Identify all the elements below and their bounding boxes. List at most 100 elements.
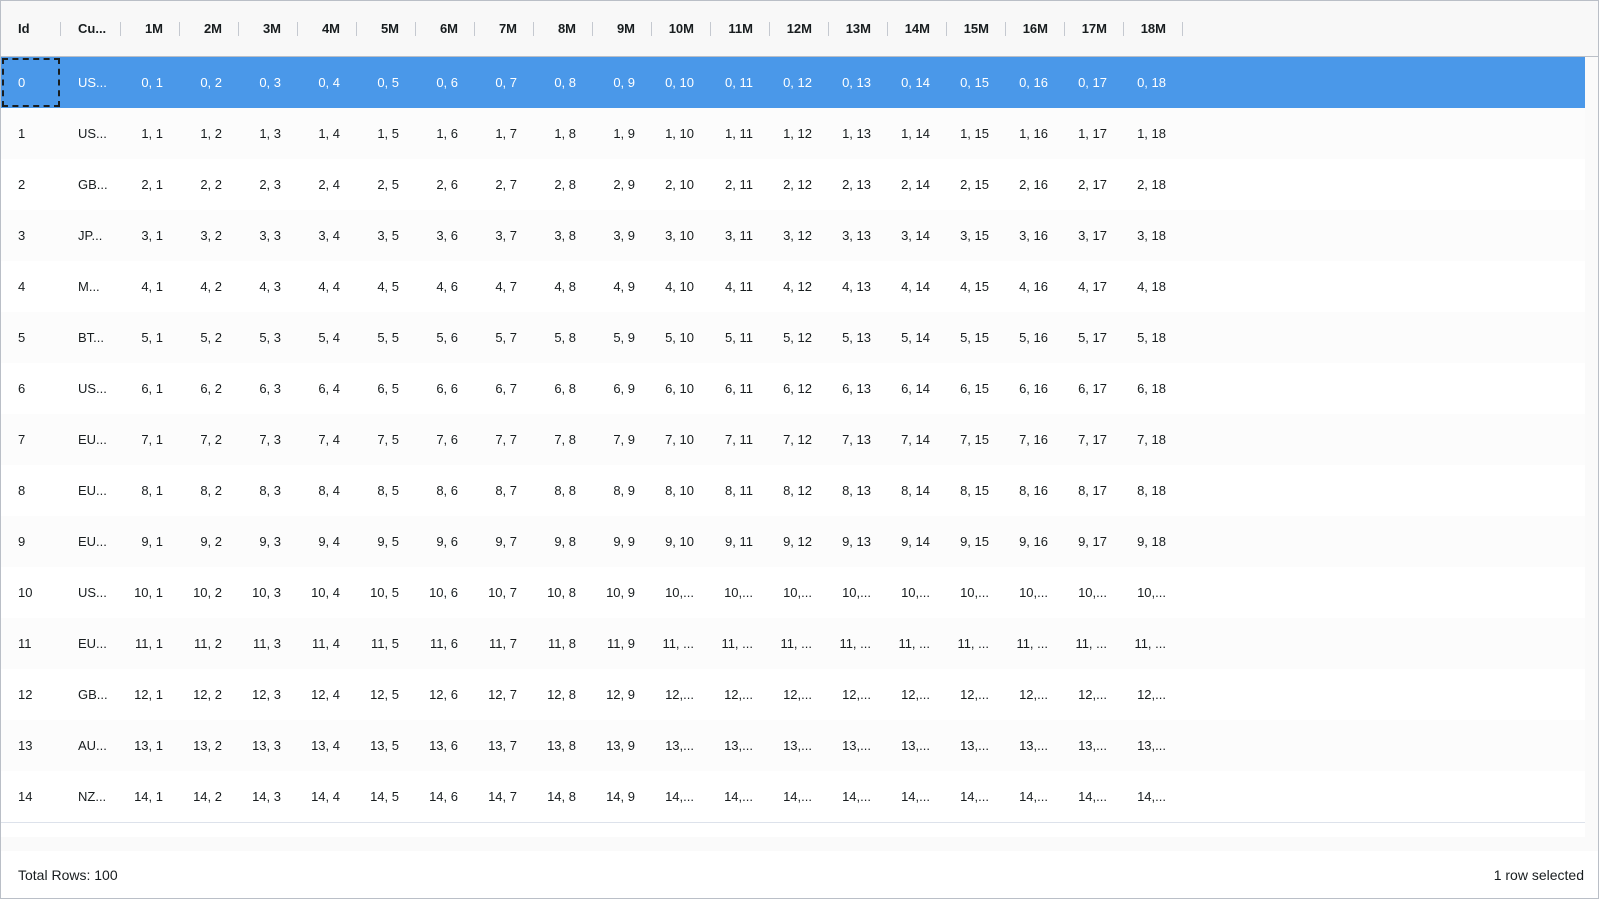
table-cell[interactable]: 2: [1, 159, 61, 210]
column-header[interactable]: 18M: [1124, 1, 1183, 56]
table-cell[interactable]: 5, 7: [475, 312, 534, 363]
table-cell[interactable]: 9, 3: [239, 516, 298, 567]
table-cell[interactable]: 7, 3: [239, 414, 298, 465]
table-cell[interactable]: 4, 10: [652, 261, 711, 312]
table-cell[interactable]: 0, 10: [652, 57, 711, 108]
table-cell[interactable]: 3, 18: [1124, 210, 1183, 261]
column-header[interactable]: 12M: [770, 1, 829, 56]
column-resize-handle[interactable]: [651, 22, 652, 36]
table-cell[interactable]: 2, 17: [1065, 159, 1124, 210]
table-cell[interactable]: AU...: [61, 720, 121, 771]
table-cell[interactable]: 6, 3: [239, 363, 298, 414]
table-row[interactable]: 8 EU... 8, 1 8, 2 8, 3 8, 4 8, 5 8, 6 8, 7 8, 8 8,…: [1, 465, 1585, 517]
table-cell[interactable]: 6, 7: [475, 363, 534, 414]
column-header[interactable]: 17M: [1065, 1, 1124, 56]
table-cell[interactable]: 3, 10: [652, 210, 711, 261]
column-resize-handle[interactable]: [238, 22, 239, 36]
table-cell[interactable]: 13,...: [770, 720, 829, 771]
table-cell[interactable]: 5, 8: [534, 312, 593, 363]
table-row[interactable]: 11 EU... 11, 1 11, 2 11, 3 11, 4 11, 5 11, 6 11,…: [1, 618, 1585, 670]
table-cell[interactable]: 6, 2: [180, 363, 239, 414]
table-cell[interactable]: 12, 7: [475, 669, 534, 720]
table-cell[interactable]: 5, 13: [829, 312, 888, 363]
table-cell[interactable]: 5, 11: [711, 312, 770, 363]
table-cell[interactable]: 10,...: [829, 567, 888, 618]
table-cell[interactable]: 6, 14: [888, 363, 947, 414]
table-row[interactable]: 6 US... 6, 1 6, 2 6, 3 6, 4 6, 5 6, 6 6, 7 6, 8 6,…: [1, 363, 1585, 415]
table-cell[interactable]: 4, 2: [180, 261, 239, 312]
table-cell[interactable]: 6: [1, 363, 61, 414]
table-cell[interactable]: 13,...: [947, 720, 1006, 771]
table-cell[interactable]: 13,...: [1065, 720, 1124, 771]
table-cell[interactable]: BT...: [61, 312, 121, 363]
column-header[interactable]: 11M: [711, 1, 770, 56]
table-cell[interactable]: 2, 2: [180, 159, 239, 210]
table-cell[interactable]: 12,...: [652, 669, 711, 720]
table-cell[interactable]: 10, 4: [298, 567, 357, 618]
column-header[interactable]: Id: [1, 1, 61, 56]
column-resize-handle[interactable]: [356, 22, 357, 36]
table-cell[interactable]: 5, 2: [180, 312, 239, 363]
table-cell[interactable]: 3, 5: [357, 210, 416, 261]
column-resize-handle[interactable]: [60, 22, 61, 36]
table-cell[interactable]: 9, 5: [357, 516, 416, 567]
table-cell[interactable]: 1, 2: [180, 108, 239, 159]
table-cell[interactable]: 3, 9: [593, 210, 652, 261]
table-cell[interactable]: 2, 13: [829, 159, 888, 210]
table-cell[interactable]: 8, 3: [239, 465, 298, 516]
column-header[interactable]: 6M: [416, 1, 475, 56]
table-cell[interactable]: 3, 6: [416, 210, 475, 261]
table-row[interactable]: 7 EU... 7, 1 7, 2 7, 3 7, 4 7, 5 7, 6 7, 7 7, 8 7,…: [1, 414, 1585, 466]
table-cell[interactable]: 7, 11: [711, 414, 770, 465]
table-cell[interactable]: 8, 12: [770, 465, 829, 516]
table-cell[interactable]: 7, 17: [1065, 414, 1124, 465]
table-cell[interactable]: 11, ...: [652, 618, 711, 669]
table-cell[interactable]: 8, 9: [593, 465, 652, 516]
table-cell[interactable]: 10, 9: [593, 567, 652, 618]
table-cell[interactable]: 4, 16: [1006, 261, 1065, 312]
table-cell[interactable]: 0, 18: [1124, 57, 1183, 108]
table-cell[interactable]: 4, 3: [239, 261, 298, 312]
table-cell[interactable]: 1, 1: [121, 108, 180, 159]
table-cell[interactable]: 3, 2: [180, 210, 239, 261]
table-cell[interactable]: 0, 7: [475, 57, 534, 108]
table-cell[interactable]: 13, 8: [534, 720, 593, 771]
table-cell[interactable]: 5, 6: [416, 312, 475, 363]
column-header[interactable]: 13M: [829, 1, 888, 56]
table-cell[interactable]: 4, 8: [534, 261, 593, 312]
table-cell[interactable]: 14, 8: [534, 771, 593, 822]
table-cell[interactable]: 4, 17: [1065, 261, 1124, 312]
table-cell[interactable]: 2, 16: [1006, 159, 1065, 210]
table-cell[interactable]: 2, 11: [711, 159, 770, 210]
table-cell[interactable]: 7, 16: [1006, 414, 1065, 465]
table-cell[interactable]: 10: [1, 567, 61, 618]
table-cell[interactable]: 5, 17: [1065, 312, 1124, 363]
table-cell[interactable]: 7, 13: [829, 414, 888, 465]
table-cell[interactable]: 0, 1: [121, 57, 180, 108]
table-cell[interactable]: 13, 6: [416, 720, 475, 771]
table-cell[interactable]: 0, 17: [1065, 57, 1124, 108]
table-cell[interactable]: 8, 16: [1006, 465, 1065, 516]
table-cell[interactable]: 0, 8: [534, 57, 593, 108]
table-cell[interactable]: 9, 6: [416, 516, 475, 567]
table-cell[interactable]: 6, 6: [416, 363, 475, 414]
table-cell[interactable]: EU...: [61, 516, 121, 567]
table-cell[interactable]: 1, 18: [1124, 108, 1183, 159]
table-cell[interactable]: 9, 1: [121, 516, 180, 567]
column-resize-handle[interactable]: [120, 22, 121, 36]
table-cell[interactable]: 11, 2: [180, 618, 239, 669]
table-cell[interactable]: 14,...: [1124, 771, 1183, 822]
table-cell[interactable]: 8, 14: [888, 465, 947, 516]
column-header[interactable]: Cu...: [61, 1, 121, 56]
table-row[interactable]: 12 GB... 12, 1 12, 2 12, 3 12, 4 12, 5 12, 6 12,…: [1, 669, 1585, 721]
table-cell[interactable]: 5, 3: [239, 312, 298, 363]
table-cell[interactable]: 10,...: [888, 567, 947, 618]
table-cell[interactable]: 10, 6: [416, 567, 475, 618]
column-resize-handle[interactable]: [887, 22, 888, 36]
table-row[interactable]: 10 US... 10, 1 10, 2 10, 3 10, 4 10, 5 10, 6 10,…: [1, 567, 1585, 619]
table-cell[interactable]: 12, 8: [534, 669, 593, 720]
table-cell[interactable]: 5, 4: [298, 312, 357, 363]
table-cell[interactable]: 9, 15: [947, 516, 1006, 567]
table-cell[interactable]: 0, 2: [180, 57, 239, 108]
table-cell[interactable]: 13,...: [711, 720, 770, 771]
